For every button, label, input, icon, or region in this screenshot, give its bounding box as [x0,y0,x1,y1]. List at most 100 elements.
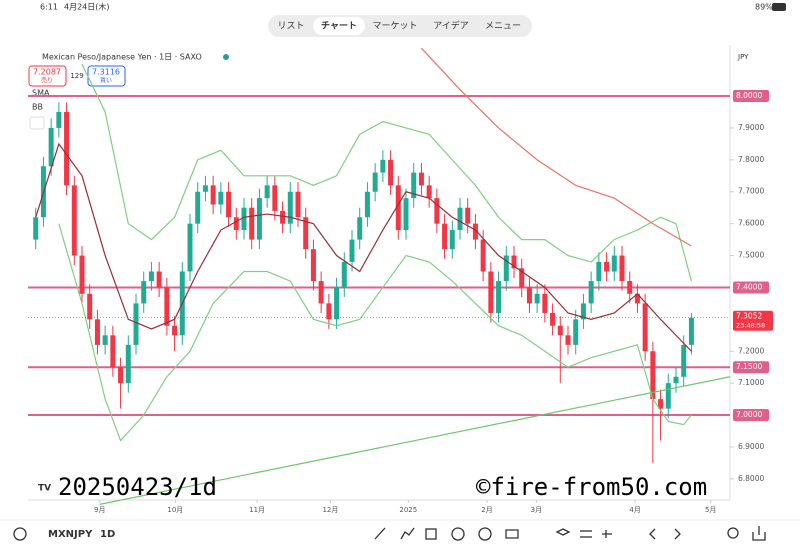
candle-body [303,217,309,250]
alert-icon[interactable] [478,527,492,541]
candle-body [141,281,147,304]
toolbar-interval[interactable]: 1D [100,529,115,540]
layers-icon[interactable] [555,528,571,536]
candle-body [449,230,455,250]
tab[interactable]: アイデア [433,20,469,32]
y-tick-label: 7.8000 [738,155,764,164]
watermark-site: ©fire-from50.com [476,473,707,501]
candle-body [634,293,640,304]
x-tick-label: 10月 [167,506,183,514]
candle-body [326,303,332,320]
candle-body [125,344,131,384]
candle-body [673,376,679,384]
share-icon[interactable] [752,526,766,541]
candle-body [295,191,301,218]
candle-body [357,217,363,240]
collapse-button[interactable] [29,116,45,130]
replay-icon[interactable] [505,529,519,539]
compare-icon[interactable] [425,528,437,540]
level-label-box [733,281,769,294]
candle-body [658,399,664,409]
tab-active [313,17,365,35]
candle-body [280,210,286,224]
trade-icon[interactable] [602,530,612,538]
candle-body [526,287,532,304]
candle-body [202,185,208,192]
indicator-line [420,47,692,247]
legend-bb[interactable]: BB [32,103,43,112]
candle-body [87,293,93,320]
redo-icon[interactable] [674,528,681,540]
candle-body [79,255,85,294]
add-icon[interactable] [451,527,465,541]
candle-body [195,191,201,224]
last-price-box [733,310,773,331]
legend-sma[interactable]: SMA [32,89,50,98]
x-tick-label: 9月 [94,506,105,514]
countdown: 23:48:58 [736,322,765,330]
tab[interactable]: マーケット [372,21,417,32]
candle-body [457,207,463,231]
x-tick-label: 2月 [481,506,492,514]
candle-body [627,281,633,294]
candle-body [341,261,347,288]
candle-body [542,293,548,313]
toolbar-symbol[interactable]: MXNJPY [48,529,93,540]
candle-body [372,172,378,192]
candle-body [380,159,386,173]
y-tick-label: 6.9000 [738,442,764,451]
candle-body [611,255,617,272]
currency: JPY [737,53,749,61]
x-tick-label: 11月 [249,506,265,514]
candle-body [349,239,355,262]
y-tick-label: 7.6000 [738,219,764,228]
tab[interactable]: チャート [321,21,357,32]
candle-body [488,271,494,313]
candle-body [465,207,471,224]
sell-box[interactable] [28,65,67,87]
sell-price: 7.2087 [33,68,61,77]
candle-body [596,261,602,282]
indicator-icon[interactable] [400,527,415,540]
y-tick-label: 7.5000 [738,251,764,260]
battery-icon [772,3,786,11]
candle-body [534,293,540,304]
candle-body [573,319,579,345]
search-icon[interactable] [13,527,27,541]
undo-icon[interactable] [649,528,656,540]
y-tick-label: 7.1000 [738,378,764,387]
indicator-line [35,142,692,352]
candle-body [434,198,440,224]
candle-body [172,325,178,336]
candle-body [133,303,139,345]
y-tick-label: 6.8000 [738,474,764,483]
candle-body [218,191,224,205]
candle-body [642,303,648,352]
buy-price: 7.3116 [92,68,120,77]
last-price: 7.3052 [736,312,762,321]
candle-body [256,198,262,240]
candle-body [241,207,247,231]
candle-body [496,281,502,313]
tab[interactable]: リスト [277,22,304,32]
level-label: 7.4000 [736,282,762,291]
idea-icon[interactable] [727,527,739,539]
candle-body [619,255,625,282]
tab[interactable]: メニュー [485,22,521,32]
candle-body [64,111,70,186]
draw-icon[interactable] [374,527,386,540]
level-label: 7.1500 [736,362,762,371]
level-label: 7.0000 [736,410,762,419]
candle-body [318,281,324,304]
candle-body [511,255,517,269]
candle-body [580,303,586,320]
y-tick-label: 7.7000 [738,187,764,196]
candle-body [148,271,154,282]
candle-body [110,335,116,368]
candle-body [71,185,77,256]
x-tick-label: 5月 [705,506,716,514]
candle-body [442,223,448,250]
buy-label: 買い [100,78,112,85]
candle-body [472,223,478,240]
